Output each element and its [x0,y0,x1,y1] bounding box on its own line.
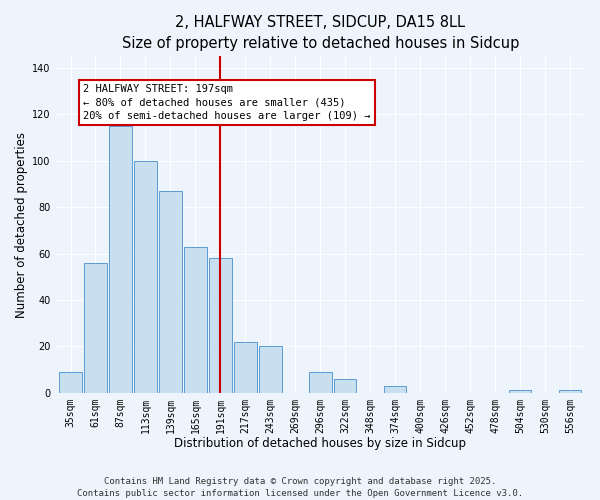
Bar [334,379,356,392]
Bar [309,372,332,392]
Bar [84,263,107,392]
Bar [559,390,581,392]
Bar [109,126,132,392]
Y-axis label: Number of detached properties: Number of detached properties [15,132,28,318]
Bar [184,246,206,392]
Text: 2 HALFWAY STREET: 197sqm
← 80% of detached houses are smaller (435)
20% of semi-: 2 HALFWAY STREET: 197sqm ← 80% of detach… [83,84,371,120]
Bar [234,342,257,392]
Title: 2, HALFWAY STREET, SIDCUP, DA15 8LL
Size of property relative to detached houses: 2, HALFWAY STREET, SIDCUP, DA15 8LL Size… [122,15,519,51]
Bar [259,346,281,393]
Bar [159,191,182,392]
X-axis label: Distribution of detached houses by size in Sidcup: Distribution of detached houses by size … [174,437,466,450]
Bar [59,372,82,392]
Text: Contains HM Land Registry data © Crown copyright and database right 2025.
Contai: Contains HM Land Registry data © Crown c… [77,476,523,498]
Bar [384,386,406,392]
Bar [209,258,232,392]
Bar [509,390,532,392]
Bar [134,160,157,392]
